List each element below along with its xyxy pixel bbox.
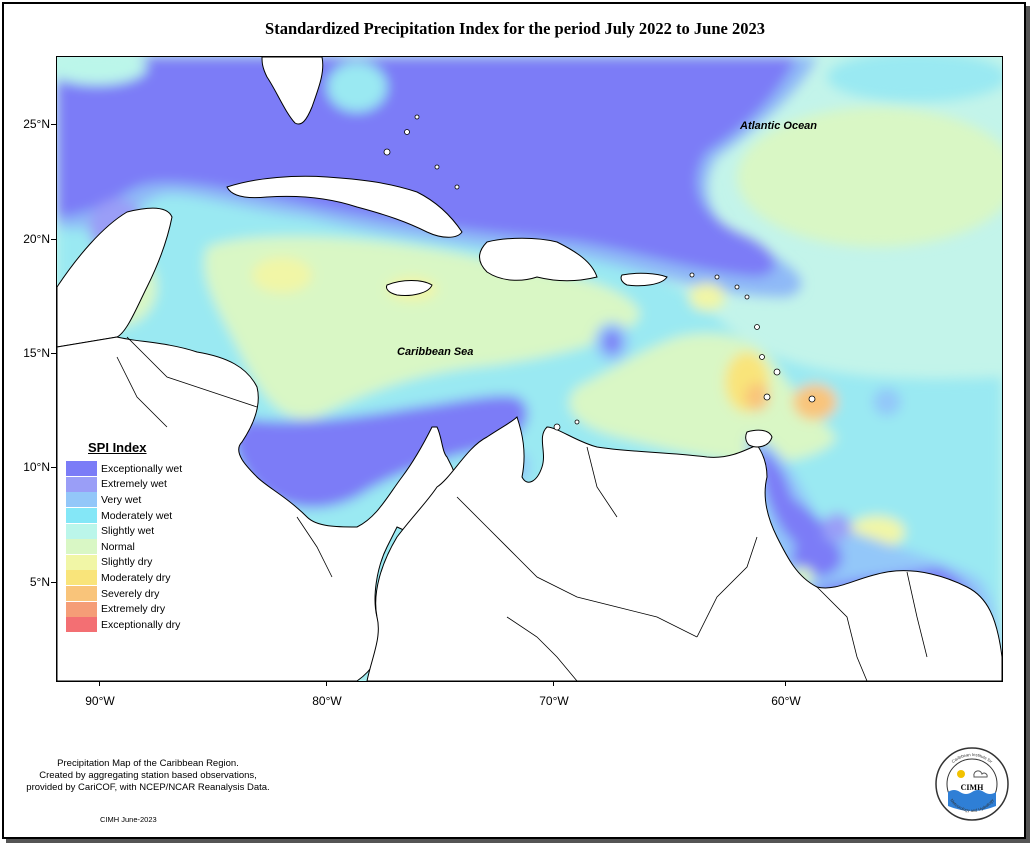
lon-tick-mark [553, 681, 554, 686]
legend-item: Slightly dry [66, 554, 206, 571]
lat-tick-20: 20°N [23, 232, 50, 246]
caribbean-sea-label: Caribbean Sea [397, 346, 474, 358]
legend-item: Moderately dry [66, 570, 206, 586]
legend-item: Exceptionally wet [66, 461, 206, 477]
lon-tick-mark [785, 681, 786, 686]
lon-tick-mark [99, 681, 100, 686]
lat-tick-mark [51, 239, 56, 240]
lat-tick-mark [51, 582, 56, 583]
legend-item: Extremely dry [66, 601, 206, 617]
legend-title: SPI Index [88, 440, 147, 455]
legend-label: Extremely dry [101, 603, 166, 616]
legend-swatch [66, 492, 97, 508]
legend-label: Very wet [101, 493, 142, 506]
lon-tick-mark [326, 681, 327, 686]
lat-tick-5: 5°N [29, 575, 50, 589]
note-line-2: Created by aggregating station based obs… [39, 770, 257, 781]
atlantic-ocean-label: Atlantic Ocean [740, 120, 818, 132]
legend-label: Normal [101, 540, 135, 553]
legend-label: Moderately dry [101, 571, 171, 584]
legend-swatch [66, 508, 97, 524]
logo-text: CIMH [961, 783, 984, 792]
sun-icon [957, 770, 965, 778]
legend-swatch [66, 539, 97, 555]
spi-legend: SPI Index Exceptionally wet Extremely wet… [66, 440, 206, 633]
legend-label: Exceptionally wet [101, 462, 183, 475]
credit-text: CIMH June-2023 [100, 815, 157, 824]
lon-tick-90: 90°W [85, 694, 115, 708]
lat-tick-10: 10°N [23, 460, 50, 474]
legend-item: Severely dry [66, 586, 206, 602]
legend-swatch [66, 476, 97, 492]
lat-tick-25: 25°N [23, 117, 50, 131]
legend-swatch [66, 601, 97, 617]
legend-swatch [66, 554, 97, 570]
legend-item: Moderately wet [66, 508, 206, 524]
cimh-logo-graphic: CIMH Caribbean Institute for Meteorology… [935, 747, 1009, 821]
legend-label: Severely dry [101, 587, 160, 600]
legend-swatch [66, 461, 97, 477]
lat-tick-mark [51, 124, 56, 125]
note-line-3: provided by CariCOF, with NCEP/NCAR Rean… [26, 782, 270, 793]
legend-swatch [66, 570, 97, 586]
cimh-logo: CIMH Caribbean Institute for Meteorology… [934, 746, 1010, 822]
lat-tick-mark [51, 353, 56, 354]
cloud-icon [973, 770, 988, 778]
lon-tick-60: 60°W [771, 694, 801, 708]
legend-swatch [66, 586, 97, 602]
legend-swatch [66, 617, 97, 633]
legend-label: Extremely wet [101, 478, 167, 491]
map-description: Precipitation Map of the Caribbean Regio… [8, 758, 288, 794]
legend-label: Slightly dry [101, 556, 153, 569]
spi-map [56, 56, 1003, 682]
legend-item: Normal [66, 539, 206, 555]
map-title: Standardized Precipitation Index for the… [265, 19, 765, 38]
legend-label: Slightly wet [101, 525, 155, 538]
legend-item: Slightly wet [66, 523, 206, 539]
legend-item: Extremely wet [66, 476, 206, 493]
note-line-1: Precipitation Map of the Caribbean Regio… [57, 758, 239, 769]
lon-tick-80: 80°W [312, 694, 342, 708]
legend-swatch [66, 523, 97, 539]
legend-rows: Exceptionally wet Extremely wet Very wet Mo… [66, 461, 206, 633]
legend-item: Very wet [66, 492, 206, 508]
legend-label: Exceptionally dry [101, 618, 181, 631]
lon-tick-70: 70°W [539, 694, 569, 708]
lat-tick-mark [51, 467, 56, 468]
legend-item: Exceptionally dry [66, 617, 206, 633]
waves-icon [948, 790, 996, 811]
lat-tick-15: 15°N [23, 346, 50, 360]
spi-map-canvas [57, 57, 1002, 681]
legend-label: Moderately wet [101, 509, 173, 522]
